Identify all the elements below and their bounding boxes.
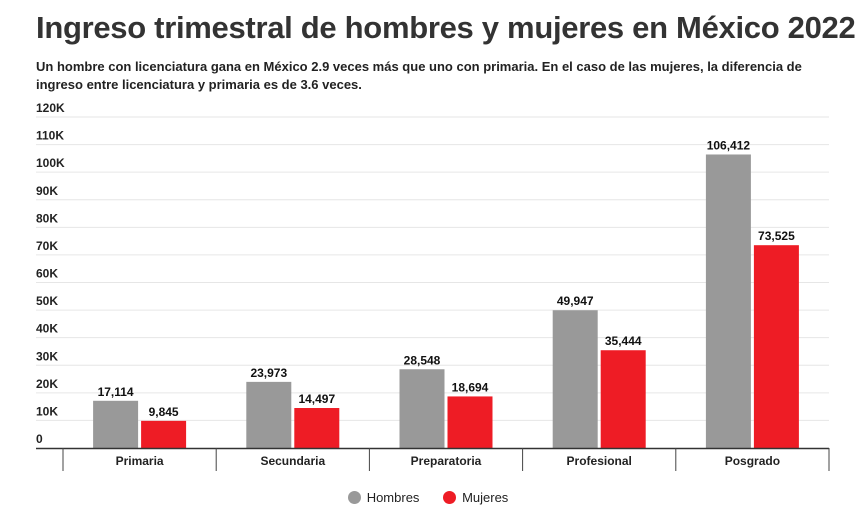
bar-mujeres[interactable] [447, 396, 493, 448]
x-tick-label: Profesional [567, 454, 632, 468]
legend-label-hombres: Hombres [366, 490, 420, 505]
y-tick-label: 110K [36, 129, 64, 143]
y-tick-label: 40K [36, 322, 58, 336]
y-tick-label: 0 [36, 432, 43, 446]
y-tick-label: 10K [36, 404, 58, 418]
y-tick-label: 50K [36, 294, 58, 308]
legend-swatch-hombres [347, 491, 361, 504]
y-tick-label: 80K [36, 211, 58, 225]
legend-label-mujeres: Mujeres [462, 490, 509, 505]
data-label: 28,548 [404, 353, 441, 367]
bar-mujeres[interactable] [294, 408, 340, 448]
bar-hombres[interactable] [93, 400, 139, 448]
data-label: 18,694 [452, 380, 489, 394]
data-label: 49,947 [557, 294, 594, 308]
data-label: 106,412 [707, 138, 751, 152]
y-tick-label: 90K [36, 184, 58, 198]
x-tick-label: Primaria [116, 454, 164, 468]
y-tick-label: 30K [36, 349, 58, 363]
legend-item-hombres[interactable]: Hombres [347, 490, 420, 505]
bar-mujeres[interactable] [753, 245, 799, 448]
bar-mujeres[interactable] [600, 350, 646, 448]
x-tick-label: Secundaria [260, 454, 325, 468]
y-tick-label: 120K [36, 101, 65, 115]
y-tick-label: 60K [36, 267, 58, 281]
y-tick-label: 100K [36, 156, 65, 170]
data-label: 9,845 [149, 405, 179, 419]
data-label: 14,497 [298, 392, 335, 406]
data-label: 17,114 [98, 385, 134, 399]
legend-swatch-mujeres [443, 491, 457, 504]
chart-subtitle: Un hombre con licenciatura gana en Méxic… [36, 59, 802, 92]
data-label: 23,973 [250, 366, 287, 380]
bar-mujeres[interactable] [141, 420, 187, 448]
x-tick-label: Posgrado [725, 454, 780, 468]
chart-title: Ingreso trimestral de hombres y mujeres … [36, 10, 856, 45]
bar-hombres[interactable] [399, 369, 445, 448]
legend: Hombres Mujeres [0, 490, 856, 507]
x-tick-label: Preparatoria [411, 454, 482, 468]
bar-hombres[interactable] [705, 154, 751, 449]
bar-hombres[interactable] [552, 310, 598, 448]
data-label: 35,444 [605, 334, 642, 348]
bar-hombres[interactable] [246, 381, 292, 448]
y-tick-label: 70K [36, 239, 58, 253]
legend-item-mujeres[interactable]: Mujeres [443, 490, 508, 505]
y-tick-label: 20K [36, 377, 58, 391]
data-label: 73,525 [758, 229, 795, 243]
